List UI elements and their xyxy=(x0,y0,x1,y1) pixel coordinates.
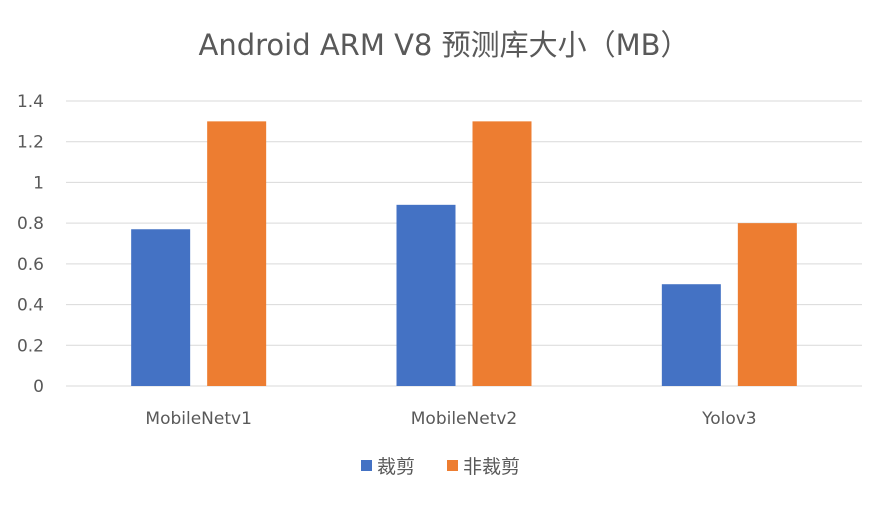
x-category-label: Yolov3 xyxy=(701,409,757,429)
y-axis-ticks: 0 0.2 0.4 0.6 0.8 1 1.2 1.4 xyxy=(17,92,44,397)
y-tick-label: 0.8 xyxy=(17,214,44,234)
bar-cropped xyxy=(131,229,191,386)
y-tick-label: 0.2 xyxy=(17,336,44,356)
y-tick-label: 0.4 xyxy=(17,296,44,316)
bar-uncropped xyxy=(472,121,532,386)
y-tick-label: 0.6 xyxy=(17,255,44,275)
x-category-label: MobileNetv2 xyxy=(411,409,517,429)
y-tick-label: 1.2 xyxy=(17,133,44,153)
legend-label: 非裁剪 xyxy=(463,456,520,478)
legend-swatch xyxy=(447,460,458,471)
y-tick-label: 1.4 xyxy=(17,92,44,112)
bar-cropped xyxy=(396,204,456,386)
legend-label: 裁剪 xyxy=(377,456,415,478)
legend-swatch xyxy=(361,460,372,471)
gridlines xyxy=(66,100,862,387)
y-tick-label: 0 xyxy=(33,377,44,397)
y-tick-label: 1 xyxy=(33,173,44,193)
bar-cropped xyxy=(661,284,721,386)
bars xyxy=(131,121,797,386)
chart-title: Android ARM V8 预测库大小（MB） xyxy=(199,28,690,62)
x-axis-categories: MobileNetv1 MobileNetv2 Yolov3 xyxy=(145,409,756,429)
x-category-label: MobileNetv1 xyxy=(145,409,251,429)
bar-uncropped xyxy=(737,223,797,386)
bar-uncropped xyxy=(207,121,267,386)
legend: 裁剪 非裁剪 xyxy=(361,456,520,478)
